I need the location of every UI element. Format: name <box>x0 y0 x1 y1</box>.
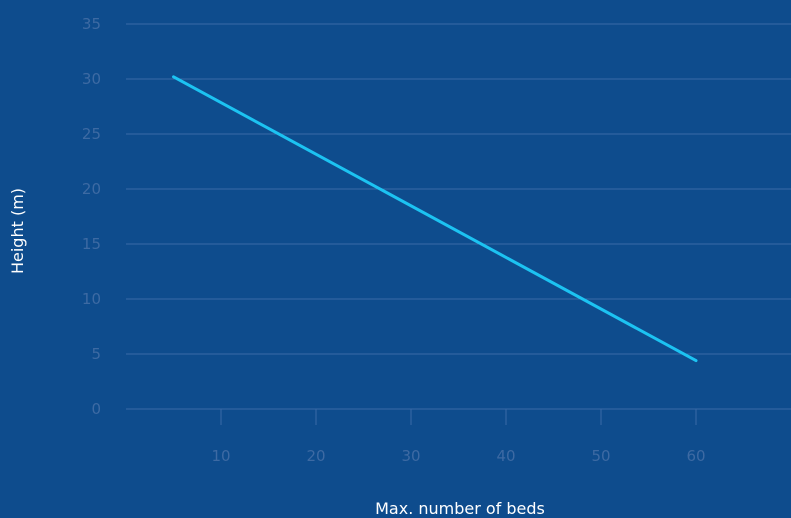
y-tick-label-25: 25 <box>82 125 101 143</box>
series-line-0 <box>172 75 698 363</box>
y-tick-label-0: 0 <box>91 400 101 418</box>
gridlines <box>126 23 791 410</box>
y-tick-label-10: 10 <box>82 290 101 308</box>
x-tick-label-40: 40 <box>496 447 515 465</box>
x-tick-label-10: 10 <box>211 447 230 465</box>
x-tick-label-30: 30 <box>401 447 420 465</box>
x-tick-label-50: 50 <box>591 447 610 465</box>
y-tick-label-30: 30 <box>82 70 101 88</box>
y-axis-title: Height (m) <box>8 188 27 274</box>
y-tick-label-20: 20 <box>82 180 101 198</box>
x-tick-label-20: 20 <box>306 447 325 465</box>
y-tick-label-15: 15 <box>82 235 101 253</box>
x-axis-ticks: 10 20 30 40 50 60 <box>211 409 706 465</box>
series-group <box>172 75 698 363</box>
x-tick-label-60: 60 <box>686 447 705 465</box>
y-tick-label-5: 5 <box>91 345 101 363</box>
y-axis-ticks: 0 5 10 15 20 25 30 35 <box>82 15 101 418</box>
y-tick-label-35: 35 <box>82 15 101 33</box>
x-axis-title: Max. number of beds <box>375 499 545 518</box>
